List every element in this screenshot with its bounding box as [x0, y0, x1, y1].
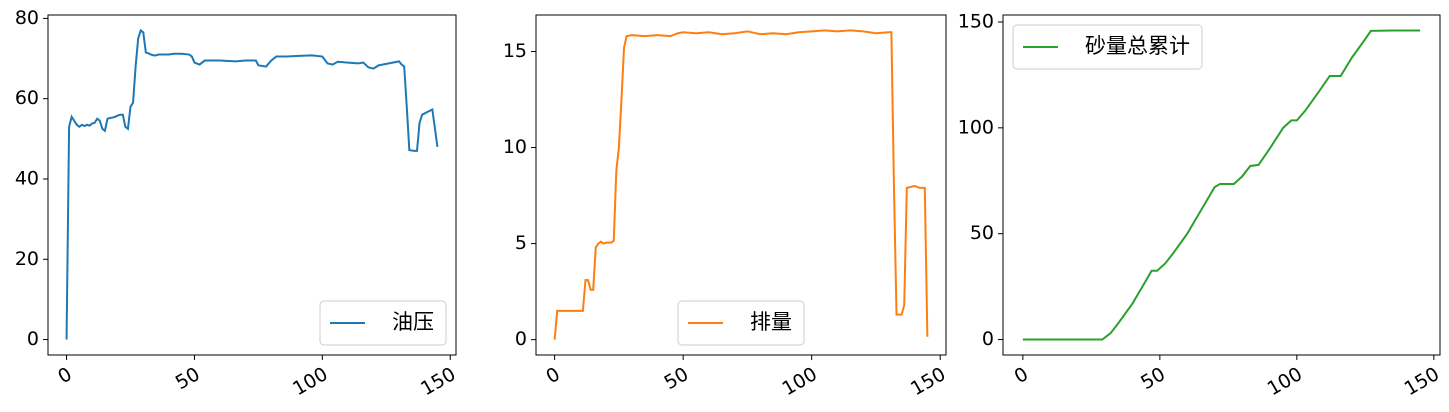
- legend: 油压: [319, 300, 447, 346]
- y-tick-label: 60: [15, 87, 39, 109]
- x-tick-label: 150: [907, 363, 949, 400]
- plot-area: [1022, 29, 1421, 341]
- y-tick-label: 40: [15, 167, 39, 189]
- x-tick-label: 0: [1011, 363, 1032, 388]
- x-tick-label: 100: [1264, 363, 1306, 400]
- x-tick-label: 50: [172, 363, 204, 394]
- x-tick-label: 50: [1137, 363, 1169, 394]
- x-tick-label: 100: [289, 363, 331, 400]
- x-tick-label: 150: [417, 363, 459, 400]
- y-tick-label: 20: [15, 248, 39, 270]
- y-tick-label: 5: [515, 232, 527, 254]
- data-line: [65, 28, 439, 340]
- x-tick-label: 0: [542, 363, 563, 388]
- y-tick-label: 0: [982, 328, 994, 350]
- x-tick-label: 0: [54, 363, 75, 388]
- y-tick-label: 0: [27, 328, 39, 350]
- subplot: 0 20 40 60 80 0 50 100 150 油压: [15, 7, 460, 400]
- y-tick-label: 0: [515, 328, 527, 350]
- x-tick-label: 50: [660, 363, 692, 394]
- legend-frame: [677, 300, 805, 346]
- y-tick-label: 100: [958, 116, 994, 138]
- x-tick-label: 150: [1401, 363, 1443, 400]
- legend-label: 油压: [392, 310, 434, 334]
- y-tick-label: 150: [958, 10, 994, 32]
- y-tick-label: 10: [503, 136, 527, 158]
- axes-frame: [535, 14, 947, 356]
- axes-frame: [1002, 14, 1441, 356]
- data-line: [1022, 29, 1421, 341]
- legend: 排量: [677, 300, 805, 346]
- plot-area: [65, 28, 439, 340]
- axes-frame: [47, 14, 457, 356]
- legend-frame: [319, 300, 447, 346]
- data-line: [553, 29, 929, 340]
- legend: 砂量总累计: [1012, 24, 1203, 70]
- legend-label: 排量: [750, 310, 792, 334]
- x-tick-label: 100: [779, 363, 821, 400]
- subplot: 0 50 100 150 0 50 100 150 砂量总累计: [958, 10, 1443, 400]
- legend-label: 砂量总累计: [1085, 34, 1190, 58]
- plot-area: [553, 29, 929, 340]
- y-tick-label: 50: [970, 222, 994, 244]
- y-tick-label: 80: [15, 7, 39, 29]
- y-tick-label: 15: [503, 40, 527, 62]
- legend-frame: [1012, 24, 1203, 70]
